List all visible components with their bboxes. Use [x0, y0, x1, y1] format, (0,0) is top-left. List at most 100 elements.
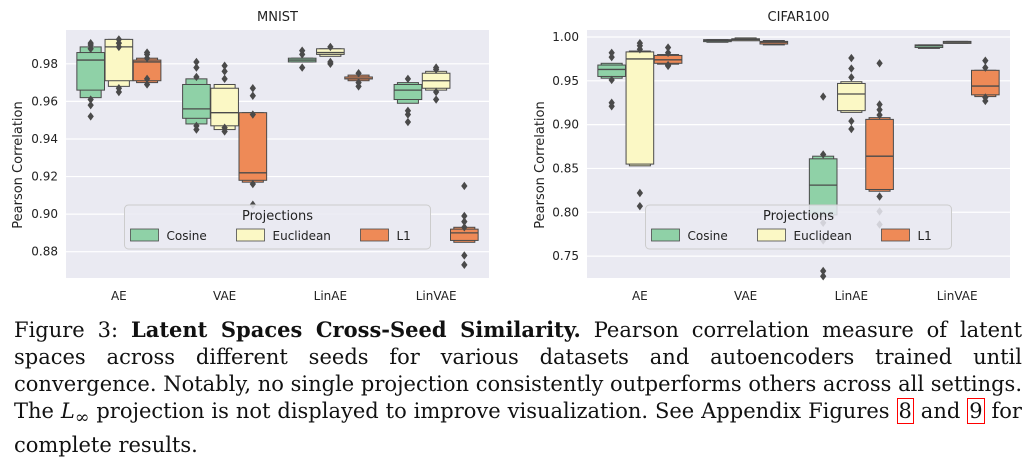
outlier-point: [355, 78, 362, 87]
outlier-point: [249, 84, 256, 93]
box-l1-linvae: [450, 181, 479, 270]
outlier-point: [876, 59, 883, 68]
outlier-point: [221, 123, 228, 132]
box-euclidean-ae: [104, 35, 134, 97]
outlier-point: [327, 57, 334, 67]
outlier-point: [636, 201, 644, 211]
outlier-point: [848, 64, 855, 73]
box-cosine-linvae: [393, 74, 423, 127]
outlier-point: [221, 61, 228, 70]
outlier-point: [608, 48, 615, 57]
outlier-point: [193, 121, 200, 131]
y-tick-label: 0.80: [552, 205, 579, 219]
outlier-point: [664, 43, 672, 52]
box-cosine-vae: [182, 57, 211, 134]
outlier-point: [461, 211, 468, 221]
box-quartile-range: [865, 118, 894, 190]
outlier-point: [404, 117, 412, 127]
figure-ref-link-9[interactable]: 9: [967, 398, 985, 424]
legend-swatch: [881, 228, 910, 242]
chart-title: MNIST: [257, 10, 298, 25]
outlier-point: [432, 87, 440, 97]
box-euclidean-linvae: [421, 63, 451, 104]
outlier-point: [876, 192, 883, 201]
chart-title: CIFAR100: [768, 10, 830, 25]
legend-entry-label: Cosine: [688, 229, 728, 243]
y-tick-label: 0.85: [552, 161, 579, 175]
x-tick-label: LinVAE: [937, 289, 978, 303]
y-tick-label: 0.90: [552, 118, 579, 132]
outlier-point: [876, 110, 883, 120]
y-tick-label: 0.90: [31, 207, 58, 221]
outlier-point: [982, 63, 989, 72]
box-quartile-range: [210, 87, 239, 127]
outlier-point: [299, 46, 306, 55]
x-tick-label: LinVAE: [416, 289, 457, 303]
chart-panel-mnist: 0.88 0.90 0.92 0.94 0.96 0.98 MNIST Pearson Cor…: [11, 10, 489, 303]
outlier-point: [115, 35, 123, 44]
box-cosine-ae: [597, 48, 626, 111]
legend-swatch: [236, 228, 265, 242]
outlier-point: [432, 95, 440, 104]
legend-swatch: [757, 228, 786, 242]
outlier-point: [193, 57, 200, 67]
y-axis-label: Pearson Correlation: [11, 101, 26, 228]
caption-text-1: Pearson correlation measure of latent sp…: [14, 318, 1023, 423]
figure-ref-link-8[interactable]: 8: [896, 398, 914, 424]
caption-text-2: projection is not displayed to improve v…: [89, 399, 897, 423]
box-l1-linvae: [971, 56, 1000, 106]
figure-caption: Figure 3: Latent Spaces Cross-Seed Simil…: [14, 316, 1022, 459]
caption-math-l: L: [60, 399, 75, 423]
box-euclidean-linvae: [942, 40, 972, 44]
box-l1-ae: [653, 43, 683, 71]
y-tick-label: 0.75: [552, 249, 579, 263]
outlier-point: [143, 74, 151, 84]
outlier-point: [221, 67, 228, 76]
box-quartile-range: [971, 69, 1000, 96]
y-tick-label: 0.95: [552, 74, 579, 88]
y-tick-label: 0.88: [31, 245, 58, 259]
box-quartile-range: [625, 51, 655, 165]
outlier-point: [664, 48, 672, 57]
legend-entry-label: Cosine: [167, 229, 207, 243]
caption-title: Latent Spaces Cross-Seed Similarity.: [130, 317, 581, 342]
caption-prefix: Figure 3:: [14, 318, 131, 342]
outlier-point: [115, 84, 123, 93]
outlier-point: [249, 179, 256, 189]
box-quartile-range: [182, 83, 211, 119]
legend-box: [124, 204, 431, 250]
outlier-point: [249, 91, 256, 100]
y-axis-label: Pearson Correlation: [533, 101, 548, 228]
outlier-point: [820, 272, 827, 281]
outlier-point: [404, 74, 412, 84]
outlier-point: [87, 95, 94, 104]
outlier-point: [820, 266, 827, 276]
y-tick-label: 1.00: [552, 30, 579, 44]
legend-entry-label: Euclidean: [273, 229, 331, 243]
box-l1-vae: [759, 40, 789, 46]
box-l1-linae: [865, 59, 894, 229]
caption-math-sub: ∞: [74, 408, 90, 429]
box-quartile-range: [837, 82, 866, 112]
outlier-point: [876, 100, 883, 109]
x-tick-label: LinAE: [314, 289, 347, 303]
outlier-point: [608, 52, 615, 62]
y-tick-label: 0.98: [31, 57, 58, 71]
box-euclidean-linae: [837, 53, 866, 134]
box-cosine-ae: [76, 38, 105, 121]
box-euclidean-linae: [316, 42, 345, 69]
legend-box: [645, 204, 952, 250]
outlier-point: [820, 92, 827, 101]
box-cosine-linvae: [914, 44, 944, 49]
outlier-point: [636, 188, 644, 198]
outlier-point: [432, 63, 440, 72]
box-cosine-linae: [287, 46, 317, 72]
outlier-point: [461, 223, 468, 232]
box-euclidean-vae: [210, 61, 239, 136]
outlier-point: [876, 105, 883, 114]
outlier-point: [461, 251, 468, 260]
outlier-point: [820, 150, 827, 159]
outlier-point: [848, 124, 855, 134]
outlier-point: [461, 181, 468, 191]
outlier-point: [249, 110, 256, 119]
